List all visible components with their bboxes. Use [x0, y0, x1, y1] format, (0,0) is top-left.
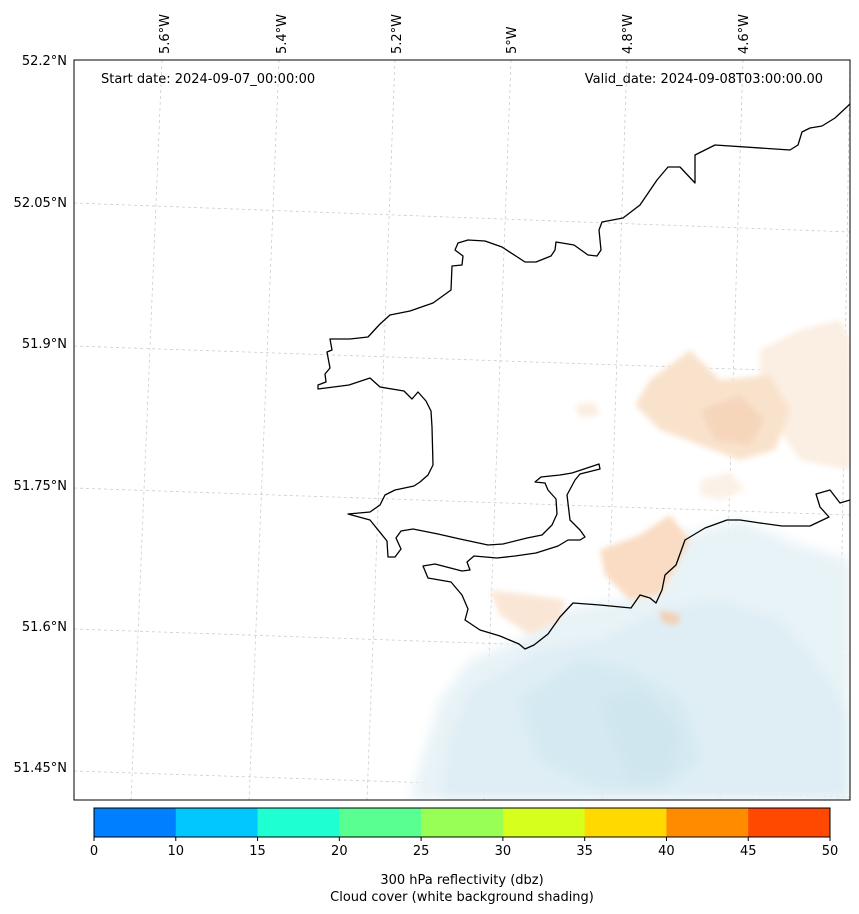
- colorbar-tick-label: 25: [413, 844, 430, 859]
- lon-label-5.0: 5°W: [505, 26, 520, 54]
- colorbar: 0 10 15 20 25 30 35 40 45 50 300 hPa reflectivity…: [90, 807, 838, 905]
- valid-date-label: Valid_date: 2024-09-08T03:00:00.00: [585, 72, 823, 87]
- colorbar-frame: [93, 807, 831, 838]
- lat-label-52.05: 52.05°N: [14, 196, 67, 211]
- colorbar-tick-label: 15: [249, 844, 266, 859]
- lon-label-5.4: 5.4°W: [275, 14, 290, 54]
- colorbar-tick-label: 45: [740, 844, 757, 859]
- colorbar-segment: [94, 808, 177, 837]
- colorbar-tick-label: 0: [90, 844, 98, 859]
- lat-label-51.9: 51.9°N: [22, 337, 67, 352]
- map-frame: [73, 59, 851, 801]
- colorbar-segment: [339, 808, 422, 837]
- coastline: [317, 103, 850, 650]
- reflectivity-shading: [490, 320, 850, 635]
- colorbar-label-line1: 300 hPa reflectivity (dbz): [380, 873, 543, 888]
- colorbar-ticks: 0 10 15 20 25 30 35 40 45 50: [90, 837, 838, 859]
- longitude-labels: 5.6°W 5.4°W 5.2°W 5°W 4.8°W 4.6°W: [158, 14, 752, 54]
- lon-label-4.8: 4.8°W: [621, 14, 636, 54]
- lon-label-4.6: 4.6°W: [737, 14, 752, 54]
- colorbar-segment: [584, 808, 667, 837]
- colorbar-segment: [502, 808, 586, 837]
- colorbar-tick-label: 20: [331, 844, 348, 859]
- colorbar-segment: [666, 808, 749, 837]
- colorbar-label-line2: Cloud cover (white background shading): [330, 890, 594, 905]
- lat-label-51.6: 51.6°N: [22, 620, 67, 635]
- colorbar-segment: [257, 808, 340, 837]
- colorbar-segment: [175, 808, 259, 837]
- colorbar-tick-label: 30: [495, 844, 512, 859]
- lat-label-52.2: 52.2°N: [22, 54, 67, 69]
- lon-label-5.6: 5.6°W: [158, 14, 173, 54]
- colorbar-segment: [748, 808, 831, 837]
- colorbar-segments: [94, 808, 831, 837]
- colorbar-tick-label: 50: [822, 844, 839, 859]
- cloud-cover-shading: [410, 520, 850, 800]
- colorbar-segment: [421, 808, 504, 837]
- latitude-labels: 52.2°N 52.05°N 51.9°N 51.75°N 51.6°N 51.…: [14, 54, 67, 776]
- colorbar-tick-label: 10: [168, 844, 185, 859]
- lat-label-51.75: 51.75°N: [14, 479, 67, 494]
- colorbar-tick-label: 35: [576, 844, 593, 859]
- start-date-label: Start date: 2024-09-07_00:00:00: [101, 72, 315, 87]
- lon-label-5.2: 5.2°W: [390, 14, 405, 54]
- colorbar-tick-label: 40: [658, 844, 675, 859]
- lat-label-51.45: 51.45°N: [14, 761, 67, 776]
